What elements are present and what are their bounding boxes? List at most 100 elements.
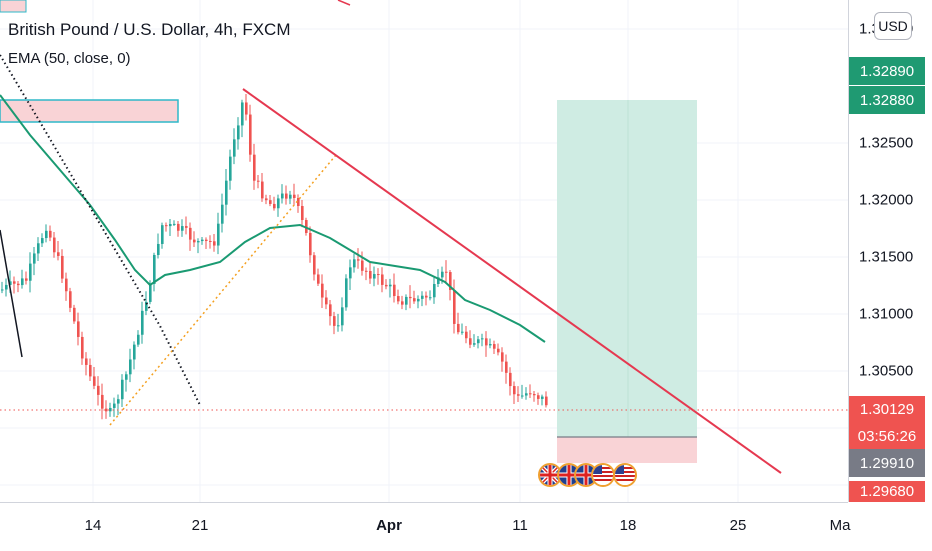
candle <box>321 283 324 298</box>
candle <box>457 323 460 333</box>
candle <box>341 307 344 326</box>
candle <box>473 343 476 345</box>
grid <box>0 0 848 502</box>
candle <box>145 301 148 311</box>
candle <box>381 274 384 285</box>
candle <box>529 393 532 395</box>
candle <box>125 374 128 380</box>
candle <box>429 297 432 299</box>
candle <box>241 102 244 126</box>
candle <box>313 255 316 275</box>
candle <box>217 223 220 246</box>
candle <box>5 284 8 290</box>
descending-trendline[interactable] <box>242 88 782 474</box>
candle <box>181 226 184 231</box>
candle <box>93 376 96 386</box>
candle <box>253 154 256 181</box>
candle <box>33 253 36 264</box>
candle <box>477 339 480 344</box>
candle <box>69 291 72 308</box>
candle <box>497 348 500 353</box>
candle <box>165 225 168 227</box>
candle <box>189 227 192 240</box>
candle <box>289 194 292 199</box>
candle <box>469 338 472 345</box>
indicator-legend[interactable]: EMA (50, close, 0) <box>8 50 131 67</box>
candle <box>213 241 216 246</box>
candle <box>453 290 456 324</box>
candle <box>261 181 264 199</box>
candle <box>169 224 172 227</box>
supply-zone[interactable] <box>0 99 179 123</box>
candle <box>205 239 208 241</box>
candle <box>517 394 520 396</box>
currency-button[interactable]: USD <box>874 12 912 40</box>
candle <box>101 394 104 409</box>
current-price-tag: 1.30129 03:56:26 <box>849 396 925 450</box>
black-trend-stub[interactable] <box>0 229 23 358</box>
candle <box>353 259 356 268</box>
candle <box>173 223 176 225</box>
candle <box>397 296 400 302</box>
candle <box>17 283 20 286</box>
us-flag-icon[interactable] <box>613 463 637 487</box>
candle <box>225 180 228 205</box>
candle <box>197 241 200 243</box>
candle <box>285 193 288 199</box>
candlestick-series <box>1 93 548 420</box>
price-label: 1.32000 <box>859 191 914 209</box>
chart-canvas[interactable] <box>0 0 848 502</box>
candle <box>337 325 340 327</box>
target-zone[interactable] <box>557 100 697 437</box>
candle <box>41 238 44 244</box>
candle <box>61 255 64 279</box>
candle <box>325 297 328 305</box>
candle <box>117 399 120 404</box>
candle <box>133 344 136 360</box>
candle <box>209 240 212 242</box>
candle <box>45 230 48 239</box>
candle <box>53 237 56 253</box>
candle <box>537 395 540 399</box>
candle <box>229 156 232 181</box>
us-flag-icon[interactable] <box>591 463 615 487</box>
time-label: 11 <box>512 517 528 534</box>
candle <box>541 396 544 399</box>
time-axis[interactable]: 14 21 Apr 11 18 25 Ma <box>0 502 850 551</box>
dotted-trend-orange[interactable] <box>109 154 337 426</box>
candle <box>237 125 240 140</box>
symbol-title[interactable]: British Pound / U.S. Dollar, 4h, FXCM <box>8 20 291 39</box>
candle <box>461 331 464 333</box>
candle <box>377 274 380 276</box>
stop-zone[interactable] <box>557 437 697 463</box>
candle <box>489 344 492 346</box>
trend-stub-top <box>337 0 351 6</box>
candle <box>521 395 524 397</box>
candle <box>249 114 252 155</box>
candle <box>29 263 32 281</box>
candle <box>373 274 376 279</box>
stop-price-tag: 1.29910 <box>849 449 925 477</box>
price-label: 1.30500 <box>859 362 914 380</box>
candle <box>437 277 440 285</box>
candle <box>245 102 248 115</box>
candle <box>405 296 408 305</box>
candle <box>485 338 488 346</box>
candle <box>401 301 404 305</box>
candle <box>389 284 392 287</box>
candle <box>385 284 388 287</box>
candle <box>449 272 452 291</box>
candle <box>257 180 260 182</box>
candle <box>273 203 276 209</box>
candle <box>281 193 284 199</box>
candle <box>293 194 296 199</box>
time-label: 21 <box>191 517 209 534</box>
candle <box>77 321 80 337</box>
candle <box>413 298 416 302</box>
dotted-trend-black[interactable] <box>0 54 201 406</box>
candle <box>141 310 144 335</box>
candle <box>513 386 516 395</box>
candle <box>149 283 152 302</box>
chart-area[interactable]: British Pound / U.S. Dollar, 4h, FXCM EM… <box>0 0 848 502</box>
candle <box>105 408 108 412</box>
